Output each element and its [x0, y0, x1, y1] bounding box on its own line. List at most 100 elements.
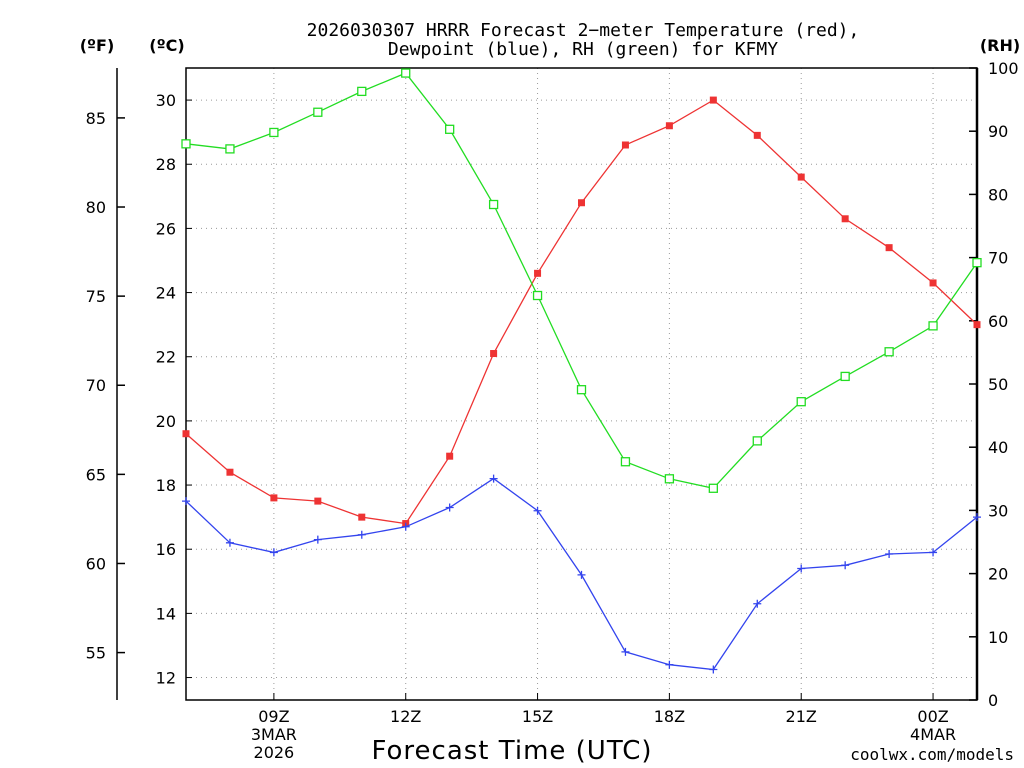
rh-point [401, 68, 411, 78]
rh-tick-label: 70 [988, 249, 1008, 268]
dewpoint-point [269, 548, 278, 557]
time-tick-label: 18Z [654, 707, 685, 726]
rh-tick-label: 60 [988, 312, 1008, 331]
celsius-tick-label: 24 [156, 284, 176, 303]
rh-series-line [185, 72, 978, 490]
time-tick-label: 00Z [917, 707, 948, 726]
rh-point [576, 385, 587, 395]
time-tick-label: 21Z [786, 707, 817, 726]
temperature-point [314, 497, 322, 505]
rh-point [357, 86, 367, 97]
rh-point [708, 483, 718, 493]
temperature-point [665, 122, 673, 130]
grid-lines [186, 68, 977, 700]
rh-point [884, 347, 894, 357]
rh-tick-label: 20 [988, 565, 1008, 584]
dewpoint-point [313, 535, 322, 544]
rh-point [796, 397, 806, 407]
rh-point [269, 127, 279, 138]
temperature-point [709, 96, 717, 104]
fahrenheit-axis-ticks: 55 60 65 70 75 80 85 [86, 109, 125, 663]
chart-subtitle: Dewpoint (blue), RH (green) for KFMY [388, 39, 778, 60]
dewpoint-point [797, 564, 806, 573]
rh-point [928, 321, 938, 331]
fahrenheit-tick-label: 60 [86, 554, 106, 573]
fahrenheit-tick-label: 85 [86, 109, 106, 128]
temperature-point [885, 244, 893, 252]
fahrenheit-tick-label: 70 [86, 376, 106, 395]
rh-point [488, 199, 499, 210]
dewpoint-point [489, 474, 498, 483]
rh-point [313, 107, 323, 117]
time-tick-label: 3MAR [251, 725, 297, 744]
rh-axis-ticks: 0 10 20 30 40 50 60 70 80 90 100 [969, 59, 1019, 710]
rh-tick-label: 50 [988, 375, 1008, 394]
temperature-point [226, 468, 234, 476]
rh-point [840, 371, 850, 382]
rh-point [972, 258, 982, 268]
celsius-tick-label: 30 [156, 91, 176, 110]
temperature-point [490, 350, 498, 358]
celsius-tick-label: 18 [156, 476, 176, 495]
series-layer [181, 68, 982, 674]
celsius-unit-label: (ºC) [149, 36, 184, 55]
time-tick-label: 09Z [258, 707, 289, 726]
celsius-axis-ticks: 12 14 16 18 20 22 24 26 28 30 [156, 91, 192, 688]
fahrenheit-tick-label: 80 [86, 198, 106, 217]
rh-point [532, 290, 543, 301]
time-tick-label: 4MAR [910, 725, 956, 744]
dewpoint-point [885, 550, 894, 559]
dewpoint-point [841, 561, 850, 570]
rh-tick-label: 10 [988, 628, 1008, 647]
temperature-point [973, 321, 981, 329]
temperature-series-line [185, 99, 978, 525]
rh-point [225, 144, 235, 154]
credit-link[interactable]: coolwx.com/models [850, 745, 1014, 764]
rh-tick-label: 100 [988, 59, 1019, 78]
dewpoint-point [182, 497, 190, 506]
celsius-tick-label: 20 [156, 412, 176, 431]
temperature-point [534, 269, 542, 277]
fahrenheit-unit-label: (ºF) [80, 36, 115, 55]
dewpoint-point [929, 548, 938, 557]
celsius-tick-label: 12 [156, 669, 176, 688]
celsius-tick-label: 26 [156, 219, 176, 238]
temperature-point [270, 494, 278, 502]
chart-title: 2026030307 HRRR Forecast 2−meter Tempera… [307, 20, 860, 41]
time-tick-label: 2026 [254, 743, 295, 762]
time-tick-label: 12Z [390, 707, 421, 726]
temperature-point [797, 173, 805, 181]
rh-point [181, 139, 191, 149]
rh-point [445, 124, 455, 134]
temperature-point [841, 215, 849, 223]
rh-point [620, 457, 631, 467]
dewpoint-point [401, 522, 410, 531]
dewpoint-point [577, 570, 586, 579]
rh-tick-label: 30 [988, 501, 1008, 520]
rh-tick-label: 80 [988, 185, 1008, 204]
rh-unit-label: (RH) [980, 36, 1020, 55]
dewpoint-point [753, 599, 762, 608]
dewpoint-point [225, 538, 234, 547]
rh-tick-label: 40 [988, 438, 1008, 457]
celsius-tick-label: 28 [156, 155, 176, 174]
rh-tick-label: 0 [988, 691, 998, 710]
temperature-point [182, 430, 190, 438]
fahrenheit-tick-label: 65 [86, 465, 106, 484]
dewpoint-point [621, 647, 630, 656]
dewpoint-point [709, 665, 718, 674]
temperature-point [446, 452, 454, 460]
dewpoint-point [533, 506, 542, 515]
temperature-point [753, 131, 761, 139]
dewpoint-point [665, 660, 674, 669]
fahrenheit-tick-label: 55 [86, 644, 106, 663]
temperature-point [621, 141, 629, 149]
x-axis-label: Forecast Time (UTC) [371, 736, 652, 766]
celsius-tick-label: 22 [156, 348, 176, 367]
celsius-tick-label: 16 [156, 540, 176, 559]
rh-point [752, 436, 762, 446]
plot-frame [185, 67, 978, 701]
rh-point [664, 474, 675, 484]
